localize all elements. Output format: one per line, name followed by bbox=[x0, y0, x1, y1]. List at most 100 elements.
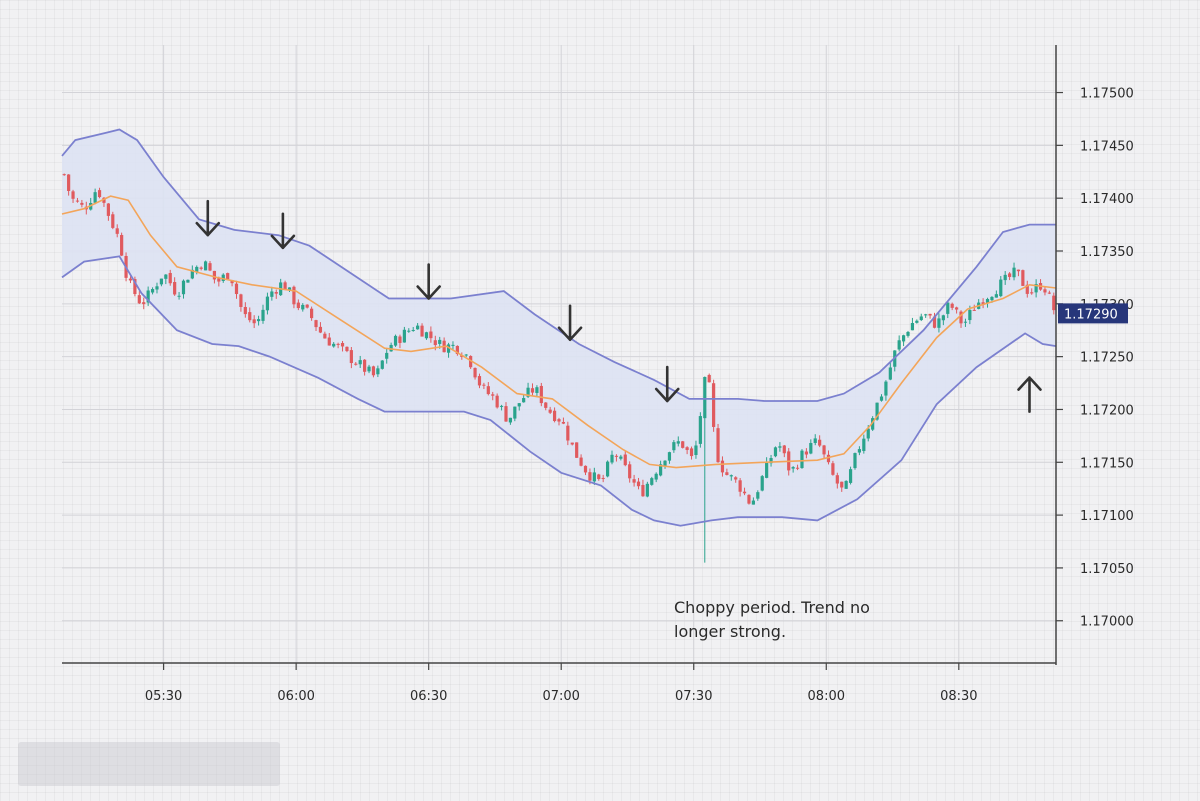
candle-body bbox=[234, 283, 239, 295]
candle-body bbox=[738, 480, 742, 492]
candle-body bbox=[499, 405, 504, 407]
candle-body bbox=[398, 336, 402, 343]
candle-body bbox=[168, 272, 172, 284]
candle-body bbox=[879, 396, 884, 401]
candle-body bbox=[1043, 289, 1047, 293]
candle-body bbox=[561, 421, 566, 424]
candle-body bbox=[853, 453, 857, 469]
candle-body bbox=[915, 320, 919, 323]
candle-body bbox=[102, 197, 106, 203]
candle-body bbox=[972, 309, 976, 311]
candle-body bbox=[1047, 292, 1051, 294]
candle-body bbox=[402, 329, 406, 343]
candle-body bbox=[358, 360, 362, 365]
candle-body bbox=[1052, 295, 1056, 311]
candle-body bbox=[159, 278, 163, 285]
candle-body bbox=[173, 282, 177, 295]
candle-body bbox=[217, 278, 221, 282]
candle-body bbox=[336, 343, 340, 345]
candle-body bbox=[712, 383, 716, 427]
bollinger-upper-band bbox=[61, 128, 1056, 402]
arrow-down-icon bbox=[654, 365, 680, 403]
candle-body bbox=[937, 318, 941, 328]
candle-body bbox=[429, 331, 433, 339]
y-axis-tick-labels: 1.175001.174501.174001.173501.173001.172… bbox=[1080, 87, 1134, 630]
candle-body bbox=[190, 269, 194, 279]
candle-body bbox=[544, 402, 548, 408]
y-tick-label: 1.17350 bbox=[1080, 245, 1134, 260]
candle-body bbox=[636, 481, 641, 487]
candle-body bbox=[327, 337, 331, 346]
candle-body bbox=[323, 333, 327, 339]
candle-body bbox=[1021, 270, 1025, 286]
candle-body bbox=[804, 451, 808, 455]
candle-body bbox=[848, 469, 853, 483]
candle-body bbox=[433, 340, 437, 346]
candle-body bbox=[97, 190, 102, 198]
candle-body bbox=[115, 228, 119, 234]
candle-body bbox=[813, 438, 817, 443]
candle-body bbox=[946, 302, 950, 314]
x-tick-label: 06:30 bbox=[410, 689, 447, 704]
candle-body bbox=[597, 474, 601, 480]
candle-body bbox=[407, 330, 411, 332]
candle-body bbox=[760, 476, 764, 491]
candle-body bbox=[610, 454, 614, 463]
candle-body bbox=[862, 438, 866, 452]
candle-body bbox=[685, 447, 689, 450]
candle-body bbox=[756, 492, 760, 499]
candle-body bbox=[535, 387, 539, 393]
candle-body bbox=[857, 449, 862, 453]
candle-body bbox=[570, 442, 574, 445]
candle-body bbox=[212, 270, 217, 280]
candle-body bbox=[67, 174, 71, 191]
candle-body bbox=[751, 500, 755, 505]
candle-body bbox=[619, 456, 623, 459]
candle-body bbox=[252, 319, 256, 324]
candle-body bbox=[963, 321, 968, 323]
candle-body bbox=[575, 442, 579, 458]
candle-body bbox=[385, 352, 389, 359]
candle-body bbox=[482, 384, 486, 386]
candle-body bbox=[592, 472, 596, 482]
candle-body bbox=[707, 374, 711, 383]
candle-body bbox=[844, 480, 848, 489]
candle-body bbox=[924, 314, 928, 316]
candle-body bbox=[305, 304, 309, 308]
candle-body bbox=[469, 356, 473, 368]
y-tick-label: 1.17200 bbox=[1080, 403, 1134, 418]
candle-body bbox=[866, 428, 870, 439]
blurred-watermark bbox=[18, 742, 280, 786]
candle-body bbox=[539, 385, 543, 404]
candle-body bbox=[659, 464, 663, 476]
candle-body bbox=[517, 403, 521, 407]
candle-body bbox=[765, 461, 769, 478]
candle-body bbox=[495, 395, 499, 408]
candle-body bbox=[548, 409, 552, 413]
candle-body bbox=[261, 309, 265, 321]
candle-body bbox=[292, 286, 296, 305]
candle-body bbox=[919, 316, 923, 321]
candle-body bbox=[968, 309, 972, 321]
candle-body bbox=[681, 441, 685, 448]
candle-body bbox=[928, 313, 932, 316]
y-tick-label: 1.17250 bbox=[1080, 351, 1134, 366]
candle-body bbox=[645, 483, 649, 497]
candle-body bbox=[716, 428, 720, 463]
candle-body bbox=[332, 343, 336, 347]
candle-body bbox=[601, 477, 605, 479]
x-tick-label: 08:00 bbox=[808, 689, 845, 704]
candle-body bbox=[667, 452, 672, 461]
candle-body bbox=[800, 450, 804, 469]
candle-body bbox=[632, 479, 636, 483]
x-tick-label: 07:30 bbox=[675, 689, 712, 704]
candle-body bbox=[994, 294, 998, 298]
candle-body bbox=[826, 454, 831, 463]
candle-body bbox=[155, 286, 159, 290]
candle-body bbox=[897, 340, 901, 350]
candle-body bbox=[486, 386, 490, 395]
candle-body bbox=[999, 279, 1003, 297]
bollinger-lower-band bbox=[61, 255, 1057, 527]
candle-body bbox=[605, 461, 610, 477]
candle-body bbox=[720, 460, 725, 473]
